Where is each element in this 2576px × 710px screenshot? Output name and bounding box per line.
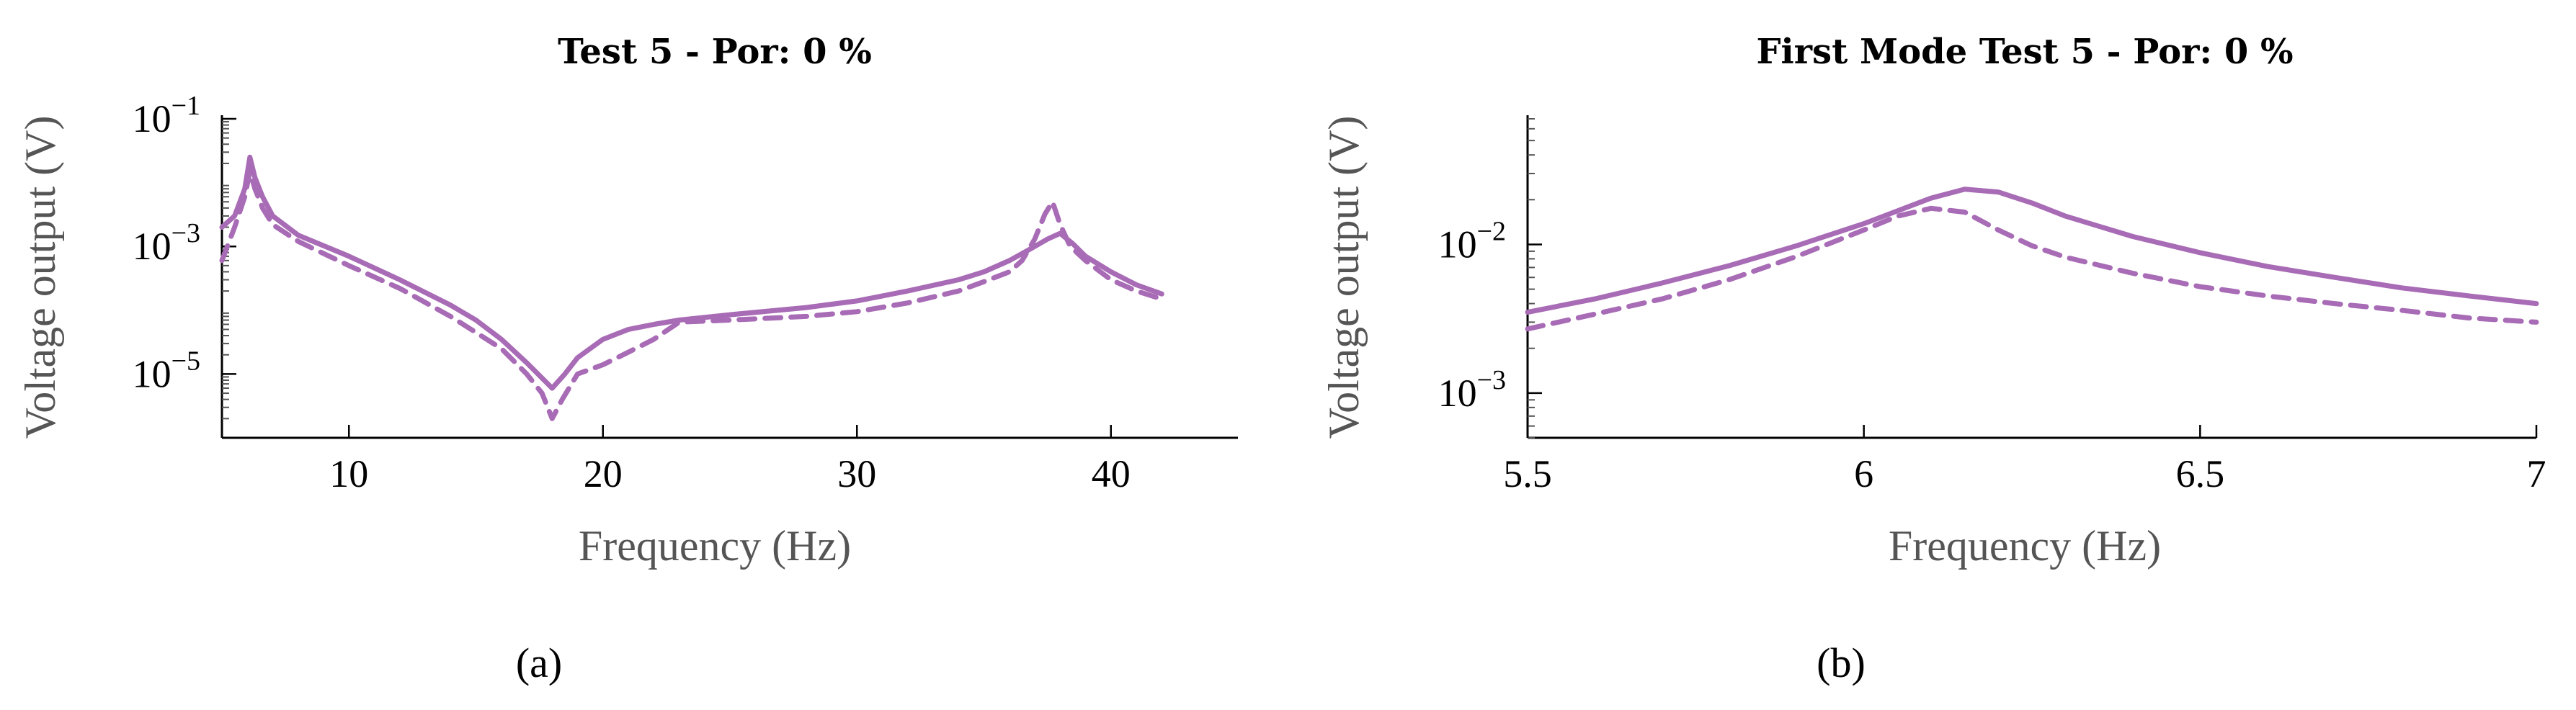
series-line-solid — [1525, 187, 2539, 315]
y-axis-label: Voltage output (V) — [17, 116, 64, 439]
y-axis-label: Voltage output (V) — [1320, 116, 1368, 439]
x-axis-label: Frequency (Hz) — [579, 522, 851, 570]
x-tick-label: 5.5 — [1503, 452, 1552, 495]
series-line-solid — [219, 154, 1164, 391]
y-tick-label: 10−3 — [1438, 365, 1506, 415]
x-tick-label: 6.5 — [2176, 452, 2225, 495]
plot-area: 10−5 10−3 10−1 10 20 30 40 — [133, 91, 1238, 495]
series-line-dashed — [219, 168, 1164, 421]
chart-title: First Mode Test 5 - Por: 0 % — [1756, 32, 2293, 72]
y-tick-label: 10−2 — [1438, 216, 1506, 266]
panel-label: (a) — [516, 639, 562, 686]
panel-label: (b) — [1817, 639, 1866, 686]
chart-panel-b: First Mode Test 5 - Por: 0 % Frequency (… — [1320, 32, 2546, 686]
x-tick-label: 40 — [1092, 452, 1131, 495]
plot-area: 10−3 10−2 5.5 6 6.5 7 — [1438, 115, 2546, 495]
x-tick-label: 20 — [584, 452, 623, 495]
y-tick-label: 10−3 — [133, 218, 200, 268]
series-line-dashed — [1525, 205, 2539, 332]
x-tick-label: 7 — [2527, 452, 2546, 495]
x-tick-label: 6 — [1854, 452, 1873, 495]
x-tick-label: 30 — [837, 452, 876, 495]
x-tick-label: 10 — [329, 452, 368, 495]
y-tick-label: 10−5 — [133, 346, 200, 395]
chart-panel-a: Test 5 - Por: 0 % Frequency (Hz) Voltage… — [17, 32, 1238, 686]
x-axis-label: Frequency (Hz) — [1889, 522, 2161, 570]
y-tick-label: 10−1 — [133, 91, 200, 140]
chart-title: Test 5 - Por: 0 % — [558, 32, 872, 72]
